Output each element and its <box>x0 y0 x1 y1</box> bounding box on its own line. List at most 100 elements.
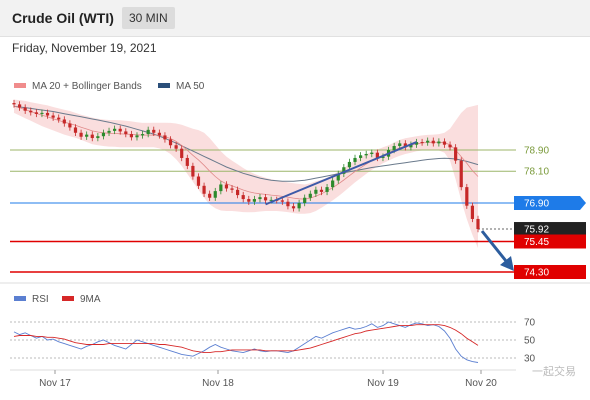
candle-body <box>129 134 133 138</box>
candle-body <box>476 218 480 230</box>
candle-body <box>247 199 251 202</box>
candle-body <box>113 128 117 131</box>
candle-body <box>101 132 106 137</box>
candle-body <box>17 104 22 108</box>
rsi-tick-30: 30 <box>524 354 536 365</box>
candle-body <box>442 141 447 145</box>
rsi-tick-70: 70 <box>524 318 536 329</box>
watermark: 一起交易 <box>532 364 576 378</box>
candle-body <box>107 130 111 133</box>
candle-body <box>269 199 273 201</box>
candle-body <box>409 144 413 148</box>
level-tag-75.45 <box>514 234 586 249</box>
x-tick-nov-18: Nov 18 <box>202 378 234 389</box>
legend-swatch-ma20 <box>14 83 26 88</box>
rsi-ma-line <box>13 324 479 354</box>
candle-body <box>51 115 55 118</box>
candle-body <box>96 136 100 139</box>
candle-body <box>90 134 94 139</box>
candle-body <box>392 146 396 150</box>
candle-body <box>163 135 167 140</box>
candle-body <box>236 189 240 196</box>
rsi-tick-50: 50 <box>524 336 536 347</box>
candle-body <box>291 206 296 209</box>
header-bar: Crude Oil (WTI) 30 MIN <box>0 0 590 37</box>
candle-body <box>213 191 217 198</box>
candle-body <box>319 189 324 192</box>
candle-body <box>258 197 262 200</box>
candle-body <box>437 141 441 144</box>
level-tag-76.90 <box>514 196 586 211</box>
candle-body <box>403 143 407 148</box>
candle-body <box>85 134 89 137</box>
candle-body <box>353 157 357 162</box>
candle-body <box>431 140 435 144</box>
candle-body <box>263 197 268 201</box>
candle-body <box>196 176 201 186</box>
candle-body <box>414 142 419 145</box>
candle-body <box>286 201 290 207</box>
candle-body <box>208 193 212 198</box>
candle-body <box>40 112 44 114</box>
candle-body <box>118 128 122 132</box>
level-label-74.30: 74.30 <box>524 268 549 279</box>
candle-body <box>29 110 33 113</box>
rsi-line <box>13 321 479 363</box>
legend-label-rsi: RSI <box>32 294 49 305</box>
candle-body <box>426 140 430 143</box>
candle-body <box>252 199 256 202</box>
candle-body <box>465 187 469 206</box>
candle-body <box>398 143 402 147</box>
candle-body <box>146 129 150 135</box>
legend-swatch-rsi-ma <box>62 296 74 301</box>
candle-body <box>280 200 284 202</box>
level-label-75.92: 75.92 <box>524 225 549 236</box>
candle-body <box>57 117 61 120</box>
forecast-arrow <box>480 230 512 267</box>
candle-body <box>180 148 184 158</box>
timeframe-badge[interactable]: 30 MIN <box>122 7 175 29</box>
candle-body <box>152 129 156 133</box>
candle-body <box>454 147 458 161</box>
candle-body <box>470 205 475 219</box>
x-tick-nov-20: Nov 20 <box>465 378 497 389</box>
candle-body <box>342 167 346 174</box>
level-label-78.90: 78.90 <box>524 146 549 157</box>
level-label-78.10: 78.10 <box>524 167 549 178</box>
candle-body <box>314 189 318 194</box>
candle-body <box>157 132 161 136</box>
candle-body <box>185 157 189 166</box>
candle-body <box>219 184 223 192</box>
candle-body <box>241 195 245 200</box>
candle-body <box>325 187 329 192</box>
level-tag-75.92 <box>514 222 586 237</box>
candle-body <box>303 197 307 204</box>
candle-body <box>448 144 452 148</box>
candle-body <box>297 203 301 209</box>
candle-body <box>62 119 66 124</box>
candle-body <box>45 112 50 116</box>
candle-body <box>124 131 128 135</box>
candle-body <box>12 103 16 105</box>
candle-body <box>23 107 27 111</box>
candle-body <box>168 139 173 146</box>
legend-swatch-ma50 <box>158 83 170 88</box>
legend-label-rsi-ma: 9MA <box>80 294 101 305</box>
ma50-line <box>13 105 479 182</box>
candle-body <box>174 145 178 149</box>
candle-body <box>364 153 368 156</box>
candle-body <box>381 156 385 158</box>
candle-body <box>191 165 195 177</box>
candle-body <box>79 132 83 137</box>
candle-body <box>34 112 38 114</box>
legend-swatch-rsi <box>14 296 26 301</box>
candle-body <box>135 135 139 138</box>
candle-body <box>375 152 379 158</box>
level-label-75.45: 75.45 <box>524 237 549 248</box>
candle-body <box>370 152 374 154</box>
candle-body <box>331 180 335 188</box>
level-label-76.90: 76.90 <box>524 199 549 210</box>
candle-body <box>140 134 145 136</box>
